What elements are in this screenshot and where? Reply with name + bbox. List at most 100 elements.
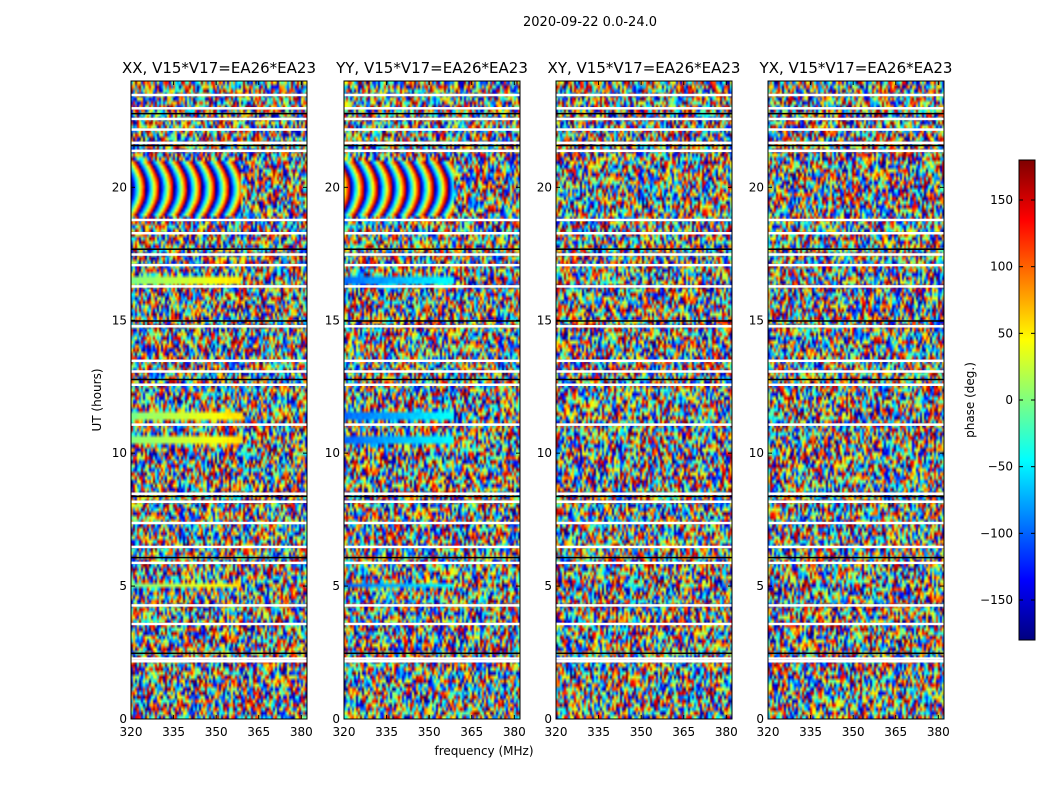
x-tick-label: 365 xyxy=(460,725,483,739)
black-row xyxy=(131,556,307,559)
black-row xyxy=(131,378,307,381)
flagged-row xyxy=(768,521,944,525)
flagged-row xyxy=(768,500,944,503)
flagged-row xyxy=(344,545,520,549)
colorbar-label: phase (deg.) xyxy=(963,362,977,438)
flagged-row xyxy=(768,117,944,121)
flagged-row xyxy=(344,359,520,363)
flagged-row xyxy=(344,128,520,131)
flagged-row xyxy=(131,657,307,660)
y-tick-label: 20 xyxy=(537,180,552,194)
black-row xyxy=(344,378,520,381)
flagged-row xyxy=(131,604,307,607)
black-row xyxy=(768,112,944,115)
black-row xyxy=(131,112,307,115)
black-row xyxy=(556,320,732,322)
flagged-row xyxy=(556,263,732,267)
y-tick-label: 15 xyxy=(749,313,764,327)
y-tick-label: 5 xyxy=(119,579,127,593)
flagged-row xyxy=(344,659,520,663)
black-row xyxy=(556,112,732,115)
flagged-row xyxy=(768,107,944,110)
black-row xyxy=(768,144,944,147)
flagged-row xyxy=(556,218,732,222)
phase-image xyxy=(556,81,732,719)
x-tick-label: 320 xyxy=(545,725,568,739)
x-tick-label: 380 xyxy=(503,725,526,739)
phase-image xyxy=(131,81,307,719)
flagged-row xyxy=(344,218,520,222)
colorbar-tick-label: 0 xyxy=(1005,393,1013,407)
x-tick-label: 335 xyxy=(162,725,185,739)
y-tick-label: 15 xyxy=(112,313,127,327)
flagged-row xyxy=(768,359,944,363)
flagged-row xyxy=(344,149,520,153)
black-row xyxy=(556,378,732,381)
flagged-row xyxy=(556,545,732,549)
y-tick-label: 10 xyxy=(749,446,764,460)
panel-title: YY, V15*V17=EA26*EA23 xyxy=(335,59,528,77)
flagged-row xyxy=(344,285,520,288)
flagged-row xyxy=(344,492,520,496)
panel-frame xyxy=(767,80,945,720)
flagged-row xyxy=(768,423,944,426)
black-row xyxy=(556,652,732,655)
black-row xyxy=(131,320,307,322)
flagged-row xyxy=(556,128,732,131)
black-row xyxy=(556,144,732,147)
y-tick-label: 0 xyxy=(544,712,552,726)
flagged-row xyxy=(131,521,307,525)
flagged-row xyxy=(131,263,307,267)
flagged-row xyxy=(344,231,520,235)
black-row xyxy=(556,495,732,498)
y-tick-label: 10 xyxy=(112,446,127,460)
flagged-row xyxy=(768,149,944,153)
panel-frame xyxy=(130,80,308,720)
flagged-row xyxy=(344,622,520,626)
flagged-row xyxy=(131,659,307,663)
flagged-row xyxy=(768,622,944,626)
flagged-row xyxy=(768,561,944,565)
x-tick-label: 320 xyxy=(120,725,143,739)
black-row xyxy=(131,248,307,250)
flagged-row xyxy=(131,231,307,235)
flagged-row xyxy=(131,325,307,328)
flagged-row xyxy=(556,149,732,153)
black-row xyxy=(344,144,520,147)
flagged-row xyxy=(556,659,732,663)
flagged-row xyxy=(131,370,307,373)
flagged-row xyxy=(344,325,520,328)
flagged-row xyxy=(556,622,732,626)
flagged-row xyxy=(768,218,944,222)
flagged-row xyxy=(768,253,944,256)
phase-image xyxy=(344,81,520,719)
figure-title: 2020-09-22 0.0-24.0 xyxy=(523,15,657,30)
x-tick-label: 365 xyxy=(247,725,270,739)
flagged-row xyxy=(556,492,732,496)
flagged-row xyxy=(556,93,732,97)
flagged-row xyxy=(556,107,732,110)
colorbar-tick-label: −50 xyxy=(988,460,1013,474)
flagged-row xyxy=(131,492,307,496)
flagged-row xyxy=(556,370,732,373)
flagged-row xyxy=(768,604,944,607)
flagged-row xyxy=(556,285,732,288)
black-row xyxy=(131,495,307,498)
y-tick-label: 5 xyxy=(756,579,764,593)
panels-container: XX, V15*V17=EA26*EA23 320 335 350 365 380 0 5 10… xyxy=(112,59,953,739)
flagged-row xyxy=(768,659,944,663)
flagged-row xyxy=(768,545,944,549)
x-tick-label: 380 xyxy=(715,725,738,739)
flagged-row xyxy=(344,500,520,503)
y-tick-label: 0 xyxy=(119,712,127,726)
flagged-row xyxy=(131,285,307,288)
black-row xyxy=(768,495,944,498)
colorbar-tick-label: 100 xyxy=(990,260,1013,274)
panel-frame xyxy=(343,80,521,720)
flagged-row xyxy=(768,93,944,97)
black-row xyxy=(344,556,520,559)
x-tick-label: 350 xyxy=(418,725,441,739)
flagged-row xyxy=(131,117,307,121)
y-tick-label: 20 xyxy=(325,180,340,194)
colorbar-tick-label: 150 xyxy=(990,193,1013,207)
